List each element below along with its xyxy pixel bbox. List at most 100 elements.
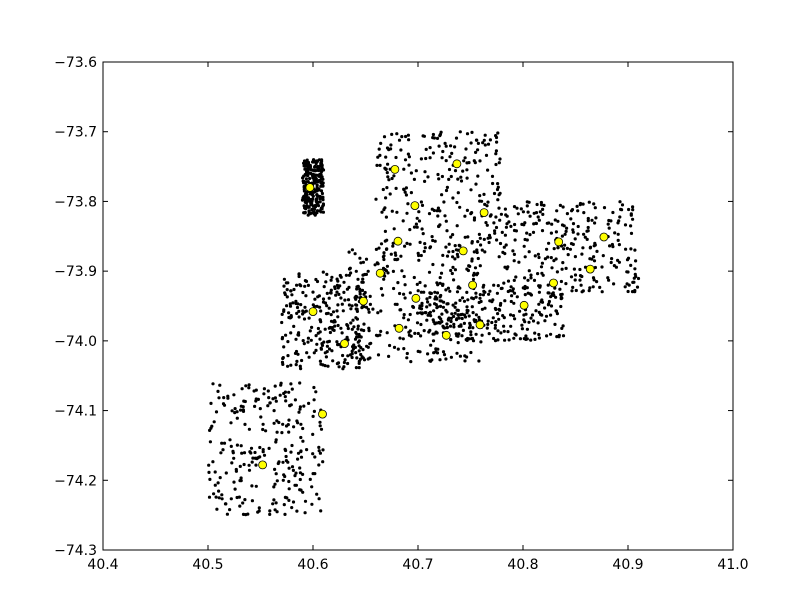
background-point [230, 461, 234, 465]
background-point [230, 409, 234, 413]
background-point [438, 209, 442, 213]
background-point [384, 167, 388, 171]
background-point [287, 418, 291, 422]
background-point [384, 155, 388, 159]
background-point [329, 291, 333, 295]
background-point [294, 363, 298, 367]
background-point [578, 267, 582, 272]
background-point [353, 252, 357, 256]
background-point [507, 220, 511, 224]
background-point [571, 222, 576, 226]
background-point [456, 313, 460, 317]
background-point [495, 238, 499, 242]
background-point [493, 231, 497, 235]
background-point [509, 324, 513, 328]
background-point [474, 313, 478, 317]
background-point [240, 451, 244, 455]
background-point [438, 223, 442, 227]
background-point [210, 424, 214, 428]
background-point [572, 267, 577, 271]
background-point [506, 330, 510, 334]
background-point [368, 294, 372, 298]
background-point [418, 280, 422, 285]
background-point [486, 322, 490, 326]
background-point [458, 244, 462, 248]
background-point [302, 404, 306, 408]
background-point [402, 347, 406, 351]
background-point [341, 367, 345, 371]
center-point [599, 232, 609, 242]
background-point [318, 330, 322, 334]
background-point [294, 471, 298, 475]
background-point [319, 161, 323, 165]
x-tick-label: 40.7 [402, 557, 433, 573]
background-point [492, 283, 496, 287]
background-point [496, 131, 500, 135]
background-point [474, 150, 478, 154]
background-point [423, 284, 427, 288]
background-point [228, 438, 232, 442]
background-point [444, 219, 448, 223]
background-point [492, 336, 496, 341]
background-point [458, 205, 462, 209]
background-point [476, 141, 480, 145]
background-point [436, 283, 440, 287]
background-point [455, 224, 459, 228]
background-point [473, 161, 477, 165]
background-point [453, 305, 457, 309]
background-point [554, 257, 558, 261]
background-point [425, 318, 429, 322]
background-point [308, 477, 312, 481]
background-point [455, 334, 459, 338]
background-point [346, 354, 350, 358]
background-point [250, 460, 254, 464]
background-point [259, 415, 263, 419]
background-point [419, 253, 423, 258]
background-point [385, 171, 389, 175]
background-point [287, 498, 291, 502]
background-point [469, 188, 473, 192]
background-point [339, 326, 343, 330]
background-point [435, 291, 440, 295]
background-point [311, 194, 315, 198]
background-point [281, 478, 285, 482]
background-point [327, 339, 331, 343]
background-point [526, 278, 530, 282]
background-point [357, 339, 361, 343]
background-point [290, 465, 295, 469]
background-point [453, 244, 457, 248]
background-point [514, 229, 519, 233]
background-point [573, 273, 578, 277]
background-point [453, 169, 458, 173]
background-point [308, 171, 312, 175]
background-point [325, 272, 329, 276]
background-point [431, 262, 435, 267]
background-point [274, 399, 278, 403]
background-point [392, 227, 396, 231]
background-point [579, 283, 583, 287]
background-point [462, 299, 467, 303]
background-point [560, 223, 565, 227]
background-point [251, 456, 255, 460]
background-point [319, 177, 323, 181]
background-point [403, 283, 407, 287]
background-point [250, 499, 254, 503]
background-point [329, 288, 333, 292]
background-point [526, 291, 530, 295]
background-point [357, 366, 361, 370]
background-point [617, 243, 622, 247]
background-point [513, 317, 517, 321]
background-point [407, 330, 411, 334]
background-point [606, 222, 610, 226]
background-point [216, 389, 220, 393]
background-point [497, 206, 501, 210]
background-point [334, 293, 338, 297]
background-point [477, 232, 481, 236]
background-point [408, 242, 412, 246]
background-point [532, 278, 537, 282]
background-point [464, 147, 468, 151]
background-point [438, 358, 442, 362]
background-point [449, 268, 453, 273]
background-point [600, 290, 604, 294]
